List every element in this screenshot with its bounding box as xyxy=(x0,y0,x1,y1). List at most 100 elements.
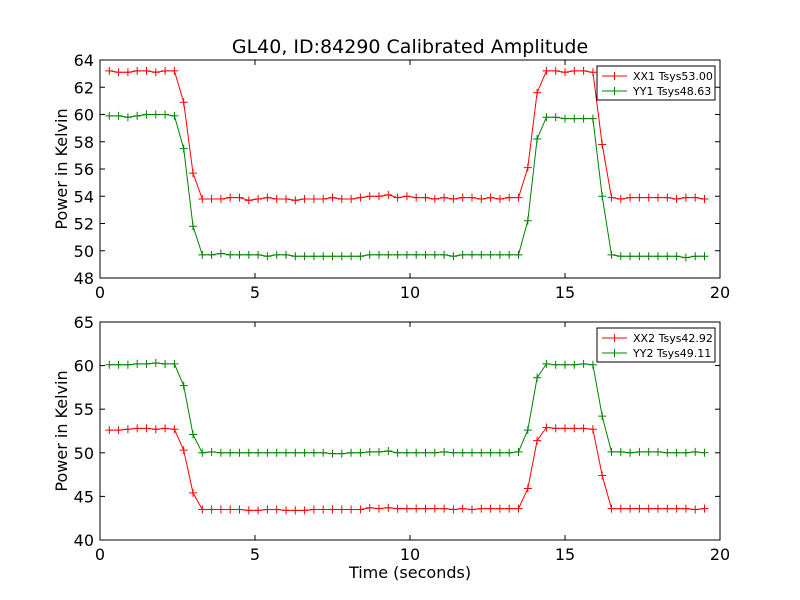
top-series-yy1-point xyxy=(207,250,216,259)
bottom-y-tick-label: 40 xyxy=(74,531,94,550)
top-series-yy1-point xyxy=(123,113,132,122)
top-series-yy1-point xyxy=(347,252,356,261)
top-series-xx1-point xyxy=(207,194,216,203)
top-series-yy1-point xyxy=(495,250,504,259)
bottom-series-yy2-point xyxy=(365,447,374,456)
top-series-yy1-point xyxy=(375,250,383,259)
bottom-series-yy2-point xyxy=(347,448,356,457)
top-series-yy1-point xyxy=(505,250,514,259)
top-y-tick-label: 54 xyxy=(74,187,94,206)
top-series-xx1-point xyxy=(347,194,356,203)
bottom-series-yy2-point xyxy=(272,448,281,457)
bottom-series-yy2-point xyxy=(291,448,300,457)
top-series-xx1-point xyxy=(570,66,579,75)
top-series-xx1-point xyxy=(579,66,588,75)
top-series-xx1-point xyxy=(533,88,542,97)
bottom-series-xx2-point xyxy=(663,504,672,513)
bottom-series-yy2-point xyxy=(523,426,532,435)
bottom-y-tick-label: 55 xyxy=(74,400,94,419)
top-series-xx1-point xyxy=(561,68,569,77)
bottom-series-xx2-point xyxy=(272,505,281,514)
top-series-yy1-point xyxy=(607,250,616,259)
top-series-xx1-point xyxy=(235,193,244,202)
top-series-xx1-point xyxy=(226,193,235,202)
bottom-series-xx2-point xyxy=(375,504,383,513)
top-series-xx1-point xyxy=(337,194,346,203)
bottom-series-yy2-point xyxy=(254,448,263,457)
bottom-series-xx2-point xyxy=(458,504,467,513)
bottom-series-yy2-point xyxy=(207,447,216,456)
top-series-yy1-point xyxy=(672,252,681,261)
bottom-series-yy2-point xyxy=(189,430,197,439)
bottom-series-yy2-point xyxy=(672,448,681,457)
top-series-yy1-point xyxy=(700,252,709,261)
top-series-yy1-point xyxy=(402,250,411,259)
top-series-xx1-point xyxy=(356,193,365,202)
bottom-series-xx2-point xyxy=(151,425,160,434)
bottom-series-xx2-point xyxy=(486,504,495,513)
top-series-yy1-point xyxy=(514,250,523,259)
bottom-series-yy2-point xyxy=(384,447,393,456)
top-series-xx1-point xyxy=(291,196,300,205)
bottom-series-xx2-point xyxy=(309,505,318,514)
bottom-series-xx2-point xyxy=(654,504,662,513)
bottom-series-yy2-point xyxy=(700,448,709,457)
top-series-xx1-point xyxy=(114,68,123,77)
top-series-yy1-point xyxy=(635,252,644,261)
top-series-xx1-point xyxy=(133,66,142,75)
bottom-series-xx2-point xyxy=(700,504,709,513)
chart-title: GL40, ID:84290 Calibrated Amplitude xyxy=(232,36,588,58)
bottom-series-xx2-point xyxy=(300,506,309,515)
bottom-series-xx2-point xyxy=(170,425,179,434)
top-series-xx1-point xyxy=(421,193,430,202)
top-series-xx1-point xyxy=(672,194,681,203)
bottom-series-xx2-point xyxy=(244,506,253,515)
bottom-series-xx2-point xyxy=(114,426,123,435)
bottom-series-xx2-point xyxy=(393,504,402,513)
bottom-series-yy2-point xyxy=(635,447,644,456)
bottom-series-xx2-point xyxy=(561,424,569,433)
top-series-xx1-point xyxy=(607,193,616,202)
top-plot-area: 0 5 10 15 20 48 50 52 54 56 58 60 62 64 XX1 Tsys53.00 Y… xyxy=(74,51,731,302)
top-series-xx1-point xyxy=(635,193,644,202)
bottom-series-yy2-point xyxy=(421,448,430,457)
top-series-yy1-point xyxy=(226,250,235,259)
top-series-yy1-point xyxy=(365,250,374,259)
top-legend-label: XX1 Tsys53.00 xyxy=(633,70,713,83)
top-series-xx1-point xyxy=(384,190,393,199)
top-series-xx1-point xyxy=(151,68,160,77)
bottom-legend-label: YY2 Tsys49.11 xyxy=(632,347,711,360)
top-series-yy1-point xyxy=(551,113,560,122)
top-series-yy1-point xyxy=(616,252,625,261)
bottom-series-yy2-point xyxy=(235,448,244,457)
top-series-xx1-point xyxy=(477,194,486,203)
top-chart: 0 5 10 15 20 48 50 52 54 56 58 60 62 64 XX1 Tsys53.00 Y… xyxy=(52,51,730,302)
bottom-series-xx2-point xyxy=(207,505,216,514)
bottom-series-xx2-point xyxy=(291,506,300,515)
top-series-xx1-point xyxy=(216,194,225,203)
top-series-yy1-point xyxy=(570,114,579,123)
bottom-series-xx2-point xyxy=(523,484,532,493)
bottom-series-xx2-point xyxy=(505,504,514,513)
bottom-y-tick-label: 50 xyxy=(74,444,94,463)
bottom-series-yy2-point xyxy=(626,448,635,457)
top-series-xx1-point xyxy=(142,66,151,75)
bottom-series-yy2-point xyxy=(151,358,160,367)
bottom-y-tick-label: 45 xyxy=(74,487,94,506)
x-axis-label: Time (seconds) xyxy=(348,563,471,582)
bottom-series-yy2-point xyxy=(300,448,309,457)
bottom-x-tick-label: 5 xyxy=(250,545,260,564)
bottom-series-xx2-point xyxy=(402,504,411,513)
top-series-yy1-point xyxy=(691,252,700,261)
bottom-series-xx2-point xyxy=(616,504,625,513)
bottom-series-xx2-point xyxy=(691,505,700,514)
bottom-series-yy2-point xyxy=(505,448,514,457)
top-series-xx1-point xyxy=(663,193,672,202)
bottom-series-yy2-point xyxy=(319,448,328,457)
bottom-series-xx2-point xyxy=(588,425,597,434)
top-series-xx1-point xyxy=(309,194,318,203)
top-series-xx1-point xyxy=(523,163,532,172)
bottom-series-yy2-point xyxy=(216,448,225,457)
top-y-tick-label: 56 xyxy=(74,160,94,179)
top-series-yy1-point xyxy=(542,113,551,122)
